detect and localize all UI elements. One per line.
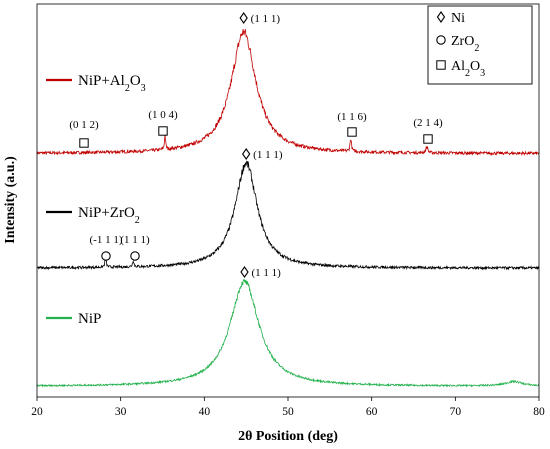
- x-tick-label: 50: [282, 406, 294, 418]
- peak-label: (-1 1 1): [90, 234, 123, 246]
- series-nip-zro2: NiP+ZrO2: [36, 160, 540, 271]
- x-tick-label: 80: [533, 406, 545, 418]
- diamond-marker: [241, 148, 251, 160]
- legend-label: ZrO2: [451, 34, 479, 54]
- peak-label: (0 1 2): [69, 119, 99, 131]
- legend-label: Ni: [451, 11, 465, 26]
- y-axis-label: Intensity (a.u.): [3, 156, 18, 244]
- x-tick-label: 30: [115, 406, 127, 418]
- legend-entry-ZrO2: ZrO2: [436, 34, 479, 54]
- square-marker: [347, 127, 357, 137]
- square-marker: [79, 138, 89, 148]
- peak-label: (1 1 6): [337, 111, 367, 123]
- diamond-marker: [240, 266, 249, 278]
- diamond-marker: [239, 12, 248, 24]
- peak-label: (2 1 4): [413, 117, 443, 129]
- peak-label: (1 1 1): [120, 234, 150, 246]
- series-layer: NiP+Al2O3 NiP+ZrO2 NiP: [36, 28, 540, 388]
- peak-label: (1 1 1): [253, 149, 283, 161]
- circle-marker: [130, 251, 140, 261]
- legend-entry-Al2O3: Al2O3: [436, 59, 485, 79]
- legend-entry-Ni: Ni: [436, 11, 465, 26]
- x-tick-label: 60: [366, 406, 378, 418]
- x-tick-label: 70: [450, 406, 462, 418]
- series-label: NiP: [78, 311, 101, 327]
- legend: Ni ZrO2 Al2O3: [427, 5, 533, 85]
- axes-layer: 20 30 40 50 60 70 80: [31, 3, 545, 418]
- peak-label: (1 0 4): [148, 109, 178, 121]
- series-line: [36, 278, 540, 388]
- circle-marker: [101, 251, 111, 261]
- series-nip: NiP: [36, 278, 540, 388]
- square-marker: [423, 134, 433, 144]
- x-tick-label: 20: [31, 406, 43, 418]
- circle-marker: [436, 35, 446, 45]
- diamond-marker: [436, 11, 446, 23]
- series-line: [36, 160, 540, 271]
- x-tick-label: 40: [199, 406, 211, 418]
- series-label: NiP+Al2O3: [78, 73, 146, 94]
- square-marker: [436, 60, 446, 70]
- series-label: NiP+ZrO2: [78, 205, 140, 226]
- square-marker: [158, 126, 168, 136]
- series-line: [36, 28, 540, 157]
- legend-label: Al2O3: [451, 59, 485, 79]
- peak-label: (1 1 1): [251, 267, 281, 279]
- legend-box: [427, 5, 533, 85]
- annotation-layer: (1 1 1) (0 1 2) (1 0 4) (1 1 6) (2 1 4) (1 1 …: [69, 12, 443, 279]
- peak-label: (1 1 1): [251, 13, 281, 25]
- x-axis-label: 2θ Position (deg): [238, 429, 338, 444]
- series-nip-al2o3: NiP+Al2O3: [36, 28, 540, 157]
